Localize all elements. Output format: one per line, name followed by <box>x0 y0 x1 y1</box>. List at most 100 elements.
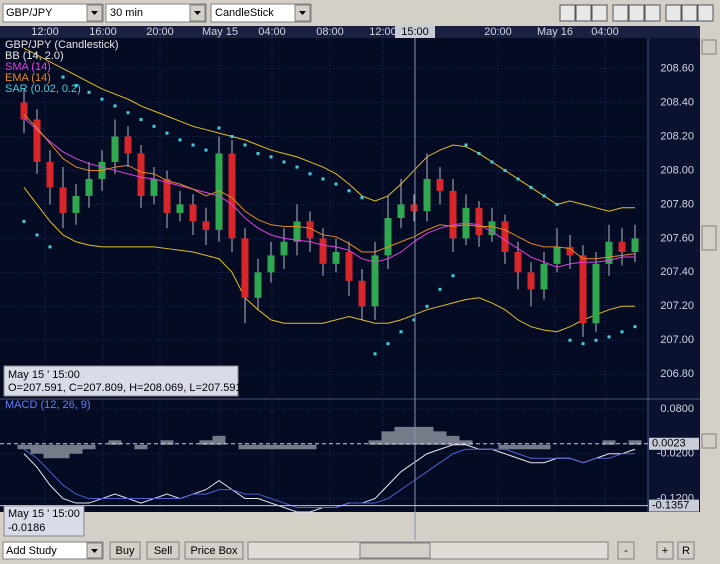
time-strip <box>0 26 700 38</box>
histogram-bar <box>381 431 395 445</box>
histogram-bar <box>394 426 408 445</box>
histogram-bar <box>446 435 460 445</box>
candle-body <box>449 190 457 239</box>
sar-dot <box>555 202 559 206</box>
cursor-level-label: -0.1357 <box>652 499 689 511</box>
marks <box>17 47 642 513</box>
zoom-button[interactable] <box>617 541 635 560</box>
candle-body <box>397 204 405 218</box>
info-date: May 15 ' 15:00 <box>8 369 80 381</box>
scroll-up[interactable] <box>701 39 717 55</box>
candle-body <box>553 246 561 264</box>
legend-ema: EMA (14) <box>5 72 51 84</box>
candle-body <box>267 255 275 273</box>
histogram-bar <box>303 444 317 450</box>
candle-body <box>59 187 67 213</box>
histogram-bar <box>602 440 616 445</box>
sar-dot <box>139 118 143 122</box>
histogram-bar <box>69 444 83 454</box>
histogram-bar <box>407 426 421 445</box>
info-ohlc: O=207.591, C=207.809, H=208.069, L=207.5… <box>8 382 242 394</box>
zoom-label: + <box>662 545 668 557</box>
histogram-bar <box>511 444 525 450</box>
sar-dot <box>568 338 572 342</box>
candle-body <box>618 241 626 252</box>
h-scroll-thumb[interactable] <box>359 542 431 559</box>
histogram-bar <box>459 440 473 445</box>
ma-line <box>23 114 636 260</box>
histogram-bar <box>420 426 434 445</box>
button[interactable] <box>146 541 180 560</box>
candle-body <box>345 251 353 281</box>
time-highlight <box>395 26 435 38</box>
sar-dot <box>100 97 104 101</box>
histogram-bar <box>277 444 291 450</box>
y-tick-label: 0.0800 <box>660 403 694 415</box>
candle-body <box>540 263 548 290</box>
sar-dot <box>334 182 338 186</box>
sar-dot <box>113 104 117 108</box>
button-label: Price Box <box>190 545 238 557</box>
sar-dot <box>360 196 364 200</box>
tool-icons[interactable] <box>559 4 714 22</box>
sar-dot <box>126 111 130 115</box>
scroll-down[interactable] <box>701 433 717 449</box>
price-axis <box>648 38 700 512</box>
sar-dot <box>74 84 78 88</box>
histogram-bar <box>628 440 642 445</box>
interval-select[interactable]: 30 min <box>105 3 207 23</box>
candle-body <box>423 178 431 212</box>
button[interactable] <box>109 541 141 560</box>
last-value-label: 0.0023 <box>652 438 686 450</box>
sar-dot <box>165 131 169 135</box>
candle-body <box>124 136 132 154</box>
sar-dot <box>191 143 195 147</box>
sar-dot <box>607 335 611 339</box>
histogram-bar <box>43 444 57 459</box>
sar-dot <box>295 165 299 169</box>
sar-dot <box>425 304 429 308</box>
time-label: 12:00 <box>31 26 59 38</box>
histogram-bar <box>433 431 447 445</box>
histogram-bar <box>524 444 538 450</box>
zoom-label: - <box>624 545 628 557</box>
scroll-thumb[interactable] <box>701 225 717 251</box>
sar-dot <box>438 287 442 291</box>
button[interactable] <box>184 541 244 560</box>
symbol-select[interactable]: GBP/JPY <box>2 3 104 23</box>
legend-bb: BB (14, 2.0) <box>5 50 64 62</box>
chart-type-select[interactable]: CandleStick <box>210 3 312 23</box>
legend-sar: SAR (0.02, 0.2) <box>5 83 81 95</box>
candle-body <box>319 238 327 264</box>
y-tick-label: 207.40 <box>660 266 694 278</box>
last-value-box <box>649 437 699 450</box>
histogram-bar <box>82 444 96 450</box>
candle-body <box>410 204 418 212</box>
interval: 30 min <box>110 7 143 19</box>
candle-body <box>241 238 249 298</box>
sar-dot <box>503 168 507 172</box>
legend-sma: SMA (14) <box>5 61 51 73</box>
sar-dot <box>581 342 585 346</box>
sar-dot <box>61 75 65 79</box>
legend-title: GBP/JPY (Candlestick) <box>5 39 119 51</box>
sar-dot <box>87 90 91 94</box>
candle-body <box>592 263 600 324</box>
v-scrollbar[interactable] <box>700 26 720 540</box>
histogram-bar <box>108 440 122 445</box>
y-tick-label: 208.20 <box>660 130 694 142</box>
info-box <box>3 365 239 397</box>
zoom-button[interactable] <box>656 541 674 560</box>
time-label: May 15 <box>202 26 238 38</box>
histogram-bar <box>290 444 304 450</box>
add-study[interactable]: Add Study <box>2 541 104 560</box>
chart-type: CandleStick <box>215 7 274 19</box>
time-label: 04:00 <box>258 26 286 38</box>
histogram-bar <box>56 444 70 459</box>
zoom-button[interactable] <box>677 541 695 560</box>
sar-dot <box>243 143 247 147</box>
sar-dot <box>633 325 637 329</box>
sar-dot <box>542 194 546 198</box>
histogram-bar <box>30 444 44 454</box>
histogram-bar <box>368 440 382 445</box>
